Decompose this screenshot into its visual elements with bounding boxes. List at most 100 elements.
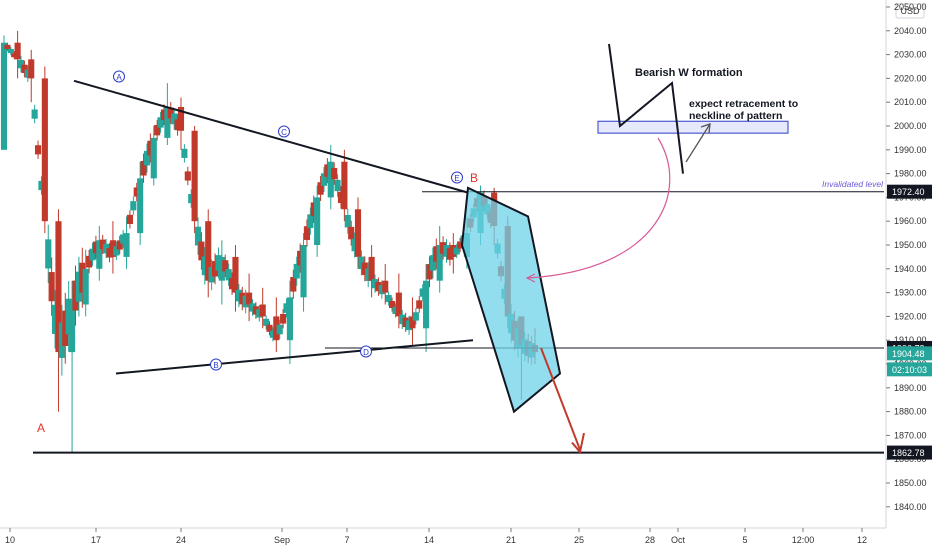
wave-point-circle: [210, 358, 222, 371]
price-badge-bg: [887, 346, 932, 361]
wave-point-label[interactable]: A: [113, 70, 125, 83]
candle: [205, 209, 222, 298]
candle-body: [109, 240, 116, 257]
candle-body: [154, 124, 161, 136]
bearish-channel-shape[interactable]: [460, 186, 562, 414]
price-badge[interactable]: 02:10:03: [887, 362, 932, 377]
wave-point-label[interactable]: D: [360, 345, 372, 358]
wave-point-label[interactable]: C: [278, 125, 290, 138]
wave-point-letter: C: [281, 128, 287, 137]
candle-body: [215, 255, 222, 271]
candle: [191, 126, 208, 285]
candle-body: [181, 148, 188, 158]
candle-body: [416, 300, 423, 309]
candle-body: [116, 240, 123, 250]
wave-point-letter: B: [213, 361, 218, 370]
projection-arrow-line[interactable]: [540, 347, 581, 451]
candle-body: [419, 288, 426, 297]
annotation-text[interactable]: neckline of pattern: [689, 110, 782, 122]
x-tick-label: 28: [645, 535, 655, 545]
candle-body: [246, 292, 253, 305]
price-badge-label: 1972.40: [892, 187, 925, 197]
candle-body: [276, 324, 283, 335]
y-tick-label: 2020.00: [894, 73, 927, 83]
candle-body: [426, 264, 433, 280]
candle-body: [82, 268, 89, 305]
lines-layer: [33, 79, 884, 454]
candle-body: [130, 201, 137, 211]
candle-body: [351, 238, 358, 252]
candle-body: [457, 241, 464, 249]
curved-arrow[interactable]: [527, 137, 671, 279]
price-badge[interactable]: 1972.40: [887, 184, 932, 199]
currency-label[interactable]: USD: [900, 6, 920, 16]
candle-body: [405, 320, 413, 331]
shapes-layer: [460, 43, 789, 455]
candle: [41, 66, 59, 349]
candle: [0, 35, 18, 150]
price-badge[interactable]: 1904.48: [887, 346, 932, 361]
candle-body: [344, 214, 351, 228]
wave-point-circle: [451, 171, 463, 184]
wave-point-label[interactable]: B: [470, 171, 478, 185]
candle: [82, 235, 99, 317]
price-badge[interactable]: 1862.78: [887, 445, 932, 460]
wave-point-label[interactable]: B: [210, 358, 222, 371]
candle-body: [69, 304, 76, 353]
wave-point-label[interactable]: E: [451, 171, 463, 184]
candle-body: [96, 240, 103, 269]
candle-body: [453, 247, 460, 255]
candle-body: [45, 239, 52, 269]
candle-body: [337, 191, 345, 204]
bearish-w-zigzag[interactable]: [608, 43, 684, 174]
x-tick-label: 12: [857, 535, 867, 545]
candle: [382, 264, 399, 318]
annotation-text[interactable]: Invalidated level: [822, 179, 884, 189]
lower-trendline[interactable]: [115, 339, 474, 375]
candle-body: [361, 262, 368, 276]
retracement-arrow-line[interactable]: [685, 123, 711, 163]
annotation-text[interactable]: expect retracement to: [689, 98, 798, 110]
price-badge-label: 02:10:03: [892, 365, 927, 375]
candle-body: [440, 242, 447, 254]
wave-point-circle: [360, 345, 372, 358]
wave-point-letter: A: [116, 73, 122, 82]
candle-body: [252, 306, 259, 315]
neckline-zone-box[interactable]: [597, 120, 789, 134]
annotations-layer: Bearish W formation expect retracement to…: [37, 67, 884, 435]
candle: [150, 104, 168, 186]
candle-body: [324, 164, 331, 177]
x-tick-label: 24: [176, 535, 186, 545]
candle-body: [11, 53, 18, 58]
y-tick-label: 1990.00: [894, 145, 927, 155]
price-badge-label: 1862.78: [892, 448, 925, 458]
candle-body: [395, 292, 402, 317]
candle-body: [371, 279, 379, 289]
candle-body: [89, 248, 96, 261]
annotation-text[interactable]: Bearish W formation: [635, 67, 743, 79]
wave-point-letter: A: [37, 421, 45, 435]
candle-body: [198, 241, 205, 261]
candle-body: [160, 109, 168, 120]
candle-body: [286, 297, 293, 341]
candle: [354, 197, 372, 288]
candle-body: [205, 221, 212, 281]
candle-body: [222, 260, 229, 272]
candle-body: [283, 303, 290, 313]
candle-body: [137, 178, 144, 234]
candle-body: [177, 106, 185, 131]
candle-body: [86, 255, 93, 268]
x-tick-label: 5: [742, 535, 747, 545]
wave-point-letter: E: [454, 174, 459, 183]
candle: [259, 287, 276, 342]
candle-body: [174, 119, 181, 131]
candle-body: [65, 298, 72, 335]
upper-trendline[interactable]: [73, 79, 469, 194]
candle-body: [303, 226, 311, 240]
y-tick-label: 2010.00: [894, 97, 927, 107]
wave-point-label[interactable]: A: [37, 421, 45, 435]
y-tick-label: 1850.00: [894, 478, 927, 488]
candle-body: [334, 179, 341, 192]
